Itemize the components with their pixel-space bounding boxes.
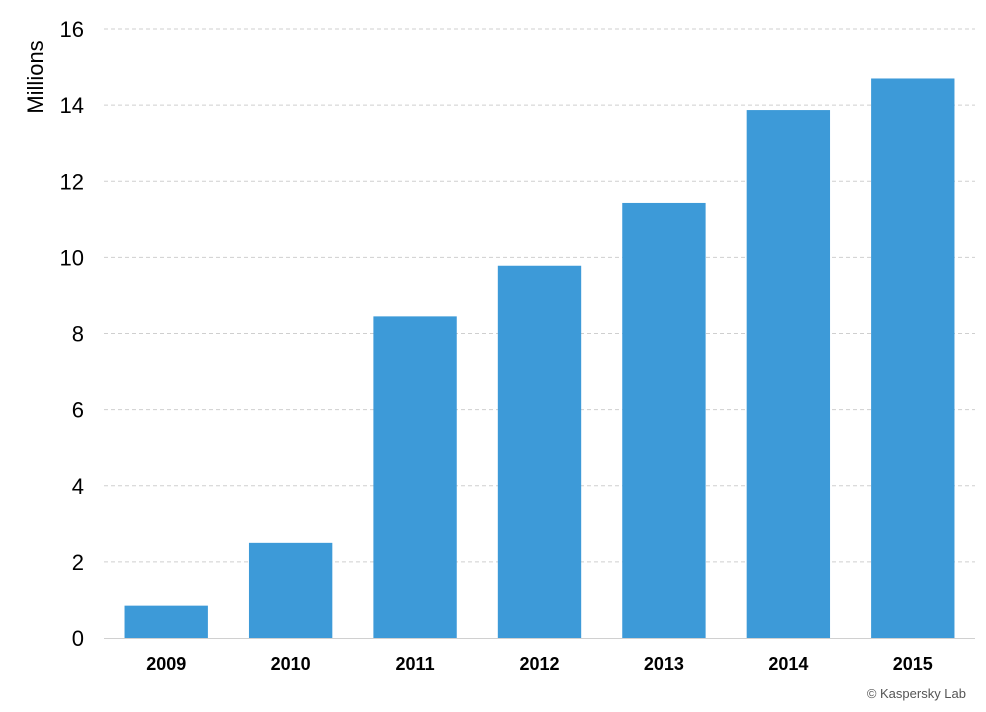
bar-2012 <box>497 265 582 638</box>
y-tick-label: 12 <box>60 169 84 194</box>
x-tick-label: 2011 <box>396 654 435 674</box>
bar-2010 <box>248 542 333 638</box>
y-tick-label: 14 <box>60 93 84 118</box>
x-tick-label: 2014 <box>768 654 808 674</box>
x-tick-labels: 2009 2010 2011 2012 2013 2014 2015 <box>146 654 933 674</box>
y-tick-label: 10 <box>60 245 84 270</box>
x-tick-label: 2010 <box>271 654 311 674</box>
x-tick-label: 2009 <box>146 654 186 674</box>
y-tick-label: 16 <box>60 17 84 42</box>
bar-2009 <box>124 605 208 638</box>
bar-2013 <box>622 202 706 638</box>
y-tick-label: 2 <box>72 550 84 575</box>
y-tick-label: 6 <box>72 398 84 423</box>
bar-2011 <box>373 316 457 638</box>
x-tick-label: 2015 <box>893 654 933 674</box>
y-tick-label: 8 <box>72 322 84 347</box>
y-axis-title: Millions <box>23 40 48 113</box>
bars <box>124 78 955 639</box>
y-tick-labels: 0 2 4 6 8 10 12 14 16 <box>60 17 84 651</box>
bar-2014 <box>746 110 831 639</box>
x-tick-label: 2012 <box>519 654 559 674</box>
bar-2015 <box>871 78 955 638</box>
copyright-credit: © Kaspersky Lab <box>867 686 966 701</box>
y-tick-label: 4 <box>72 474 84 499</box>
y-tick-label: 0 <box>72 626 84 651</box>
x-tick-label: 2013 <box>644 654 684 674</box>
